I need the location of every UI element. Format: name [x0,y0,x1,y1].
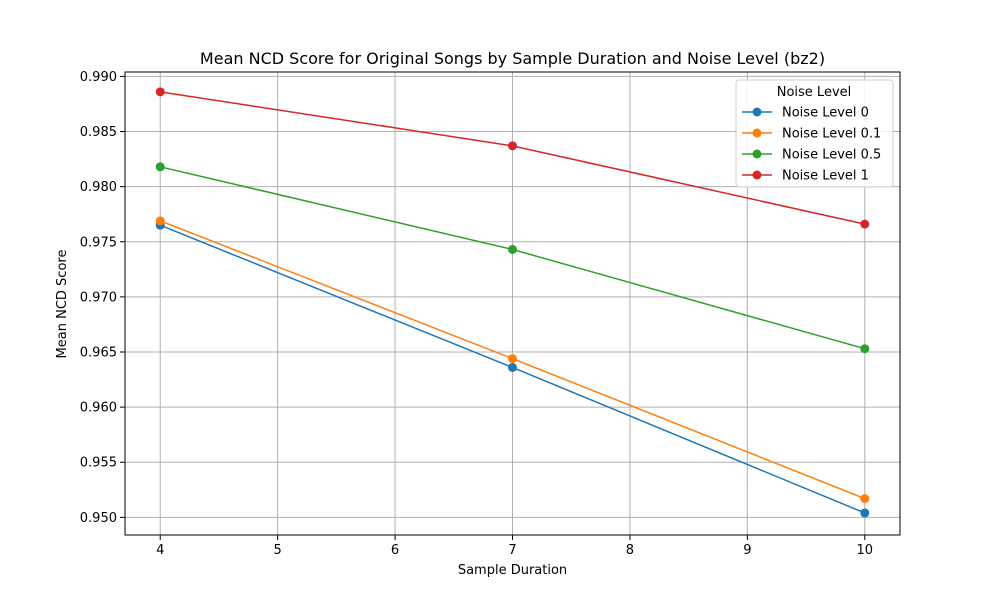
data-point [860,219,870,229]
x-tick-label: 6 [391,543,399,558]
legend-item: Noise Level 0 [742,106,869,121]
y-tick-label: 0.965 [80,346,117,361]
data-point [860,508,870,518]
legend-marker [752,149,762,159]
x-tick-label: 9 [743,543,751,558]
data-point [155,162,165,172]
series-1 [155,216,870,504]
y-axis: 0.950 0.955 0.960 0.965 0.970 0.975 0.980 0.985… [80,70,125,526]
data-point [155,87,165,97]
legend-marker [752,128,762,138]
x-tick-label: 10 [856,543,873,558]
x-tick-label: 8 [626,543,634,558]
legend: Noise Level Noise Level 0 Noise Level 0.1… [735,79,894,188]
data-point [508,362,517,372]
legend-label: Noise Level 0 [782,106,869,121]
data-point [508,141,517,151]
y-tick-label: 0.955 [80,456,117,471]
chart-title: Mean NCD Score for Original Songs by Sam… [200,49,825,68]
series-2 [155,162,870,354]
y-tick-label: 0.985 [80,125,117,140]
legend-box [735,79,894,188]
legend-label: Noise Level 0.1 [782,127,881,142]
legend-marker [752,170,762,180]
y-tick-label: 0.990 [80,70,117,85]
y-axis-label: Mean NCD Score [55,250,70,359]
y-tick-label: 0.950 [80,511,117,526]
legend-item: Noise Level 1 [742,169,869,184]
x-tick-label: 7 [508,543,516,558]
x-tick-label: 5 [274,543,282,558]
x-tick-label: 4 [156,543,164,558]
legend-items: Noise Level 0 Noise Level 0.1 Noise Level … [742,106,881,184]
legend-item: Noise Level 0.1 [742,127,881,142]
legend-item: Noise Level 0.5 [742,148,881,163]
legend-label: Noise Level 1 [782,169,869,184]
series-3 [155,87,870,229]
x-axis: 4 5 6 7 8 9 10 [156,535,873,558]
data-point [155,216,165,226]
legend-label: Noise Level 0.5 [782,148,881,163]
series-layer [155,87,870,518]
legend-title: Noise Level [777,85,852,100]
y-tick-label: 0.960 [80,401,117,416]
data-point [860,344,870,354]
x-axis-label: Sample Duration [458,563,567,578]
legend-marker [752,107,762,117]
y-tick-label: 0.980 [80,180,117,195]
data-point [860,494,870,504]
y-tick-label: 0.975 [80,235,117,250]
data-point [508,354,517,364]
data-point [508,244,517,254]
y-tick-label: 0.970 [80,290,117,305]
